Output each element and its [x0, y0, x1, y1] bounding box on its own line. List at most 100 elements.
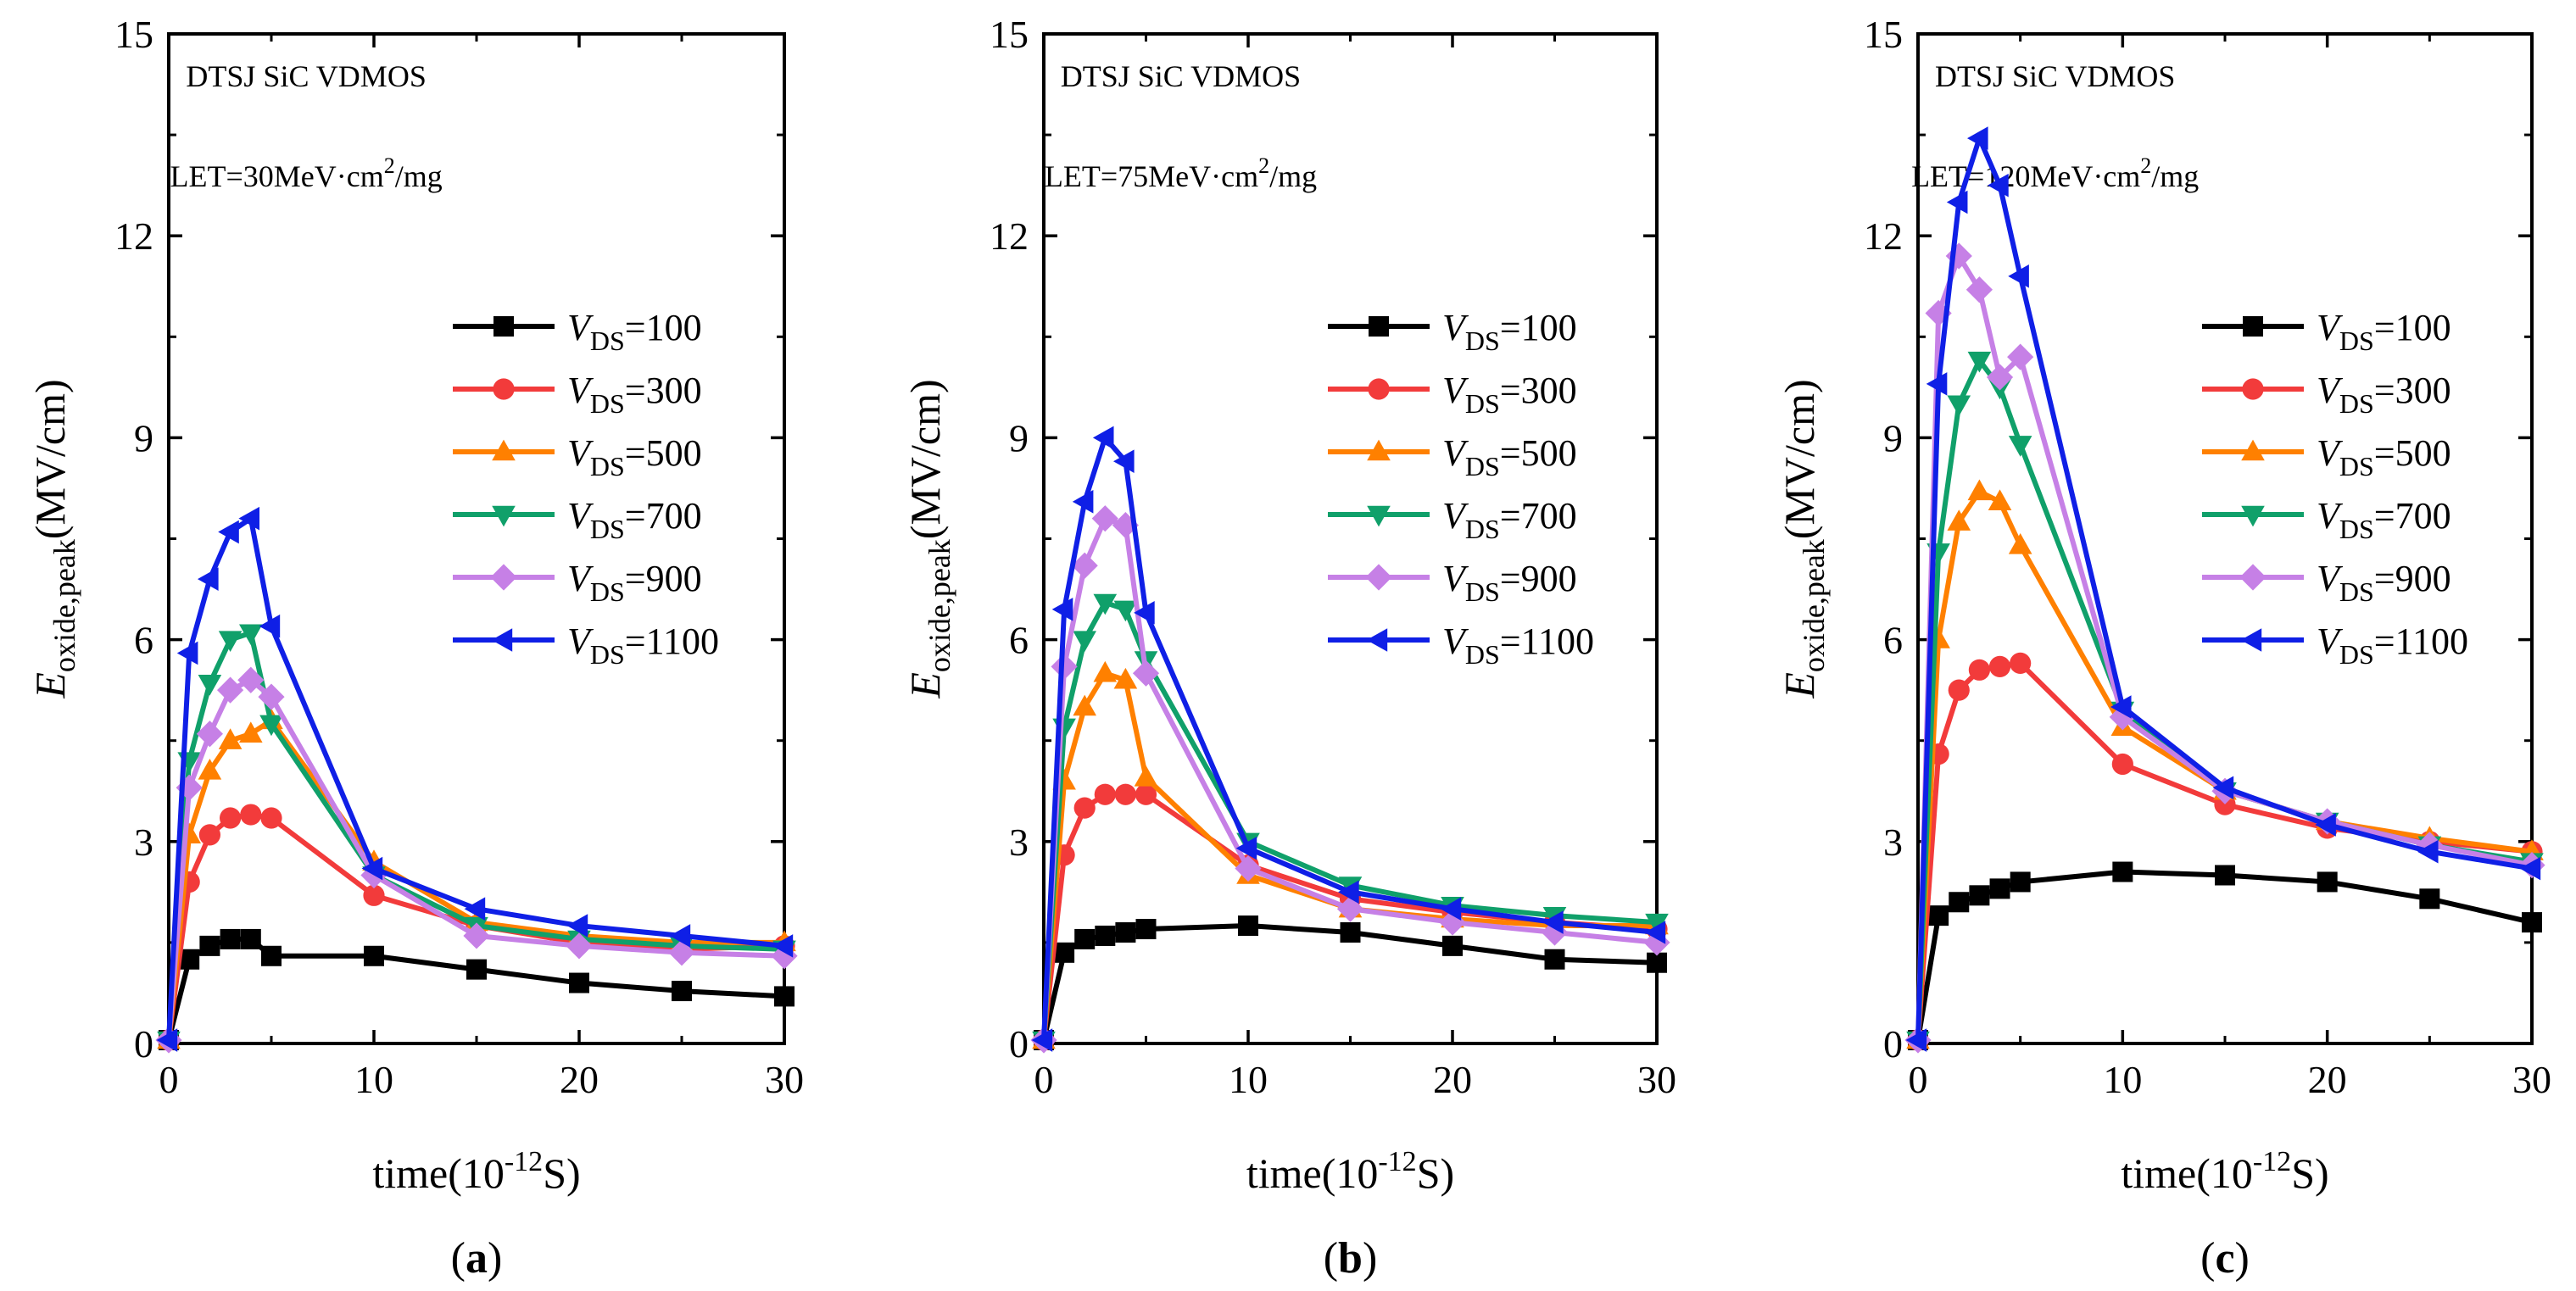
data-point-100: [2112, 861, 2133, 882]
legend-marker-300: [1368, 378, 1390, 400]
series-1100: [1031, 426, 1666, 1052]
legend-label-100: VDS=100: [2317, 307, 2451, 356]
x-tick-label: 10: [354, 1058, 393, 1101]
series-100: [1034, 915, 1667, 1051]
data-point-300: [2010, 652, 2032, 674]
data-point-700: [239, 624, 263, 646]
let-annotation-sup: 2: [1258, 153, 1269, 178]
panel-caption: (c): [2200, 1234, 2250, 1283]
data-point-1100: [218, 520, 239, 544]
let-annotation-sup: 2: [384, 153, 395, 178]
data-point-700: [1113, 600, 1138, 622]
legend-label-symbol: V: [2317, 432, 2344, 474]
series-1100: [156, 506, 794, 1052]
x-axis-label-sup: -12: [2253, 1146, 2291, 1177]
data-point-1100: [1031, 1028, 1053, 1052]
data-point-1100: [2519, 856, 2541, 881]
x-tick-label: 20: [1433, 1058, 1472, 1101]
data-point-100: [1074, 928, 1096, 949]
data-point-500: [1093, 660, 1118, 682]
data-point-1100: [1092, 426, 1114, 450]
let-annotation-text: LET=30MeV·cm: [170, 159, 384, 193]
data-point-100: [1969, 885, 1990, 906]
y-tick-label: 12: [990, 214, 1029, 258]
legend-marker-700: [492, 505, 516, 527]
legend-label-1100: VDS=1100: [2317, 620, 2468, 670]
y-tick-label: 0: [1009, 1022, 1029, 1066]
caption-letter: a: [466, 1234, 488, 1283]
legend-label-value: =1100: [1500, 620, 1594, 662]
data-point-700: [2008, 436, 2032, 457]
data-point-900: [2007, 343, 2034, 370]
data-point-1100: [2110, 695, 2132, 719]
data-point-100: [569, 972, 589, 993]
y-tick-label: 6: [134, 619, 153, 662]
legend-label-sub: DS: [1465, 326, 1500, 356]
data-point-700: [1947, 395, 1971, 417]
data-point-100: [466, 959, 487, 980]
legend-marker-500: [2241, 439, 2265, 461]
legend-marker-1100: [1366, 628, 1388, 652]
legend-label-symbol: V: [567, 432, 594, 474]
data-point-100: [1928, 905, 1949, 927]
legend-label-sub: DS: [2339, 639, 2374, 670]
y-tick-label: 3: [1883, 821, 1903, 864]
data-point-100: [2010, 871, 2031, 893]
legend-label-sub: DS: [590, 514, 625, 544]
data-point-500: [1967, 479, 1992, 501]
legend-label-value: =1100: [2374, 620, 2468, 662]
data-point-300: [260, 807, 282, 829]
legend-marker-700: [1367, 505, 1391, 527]
y-axis-label-unit: (MV/cm): [1776, 379, 1823, 539]
legend-label-symbol: V: [2317, 307, 2344, 348]
y-axis-label-sub: oxide,peak: [923, 539, 956, 672]
y-tick-label: 15: [990, 13, 1029, 56]
x-axis-label: time(10-12S): [2121, 1146, 2328, 1197]
caption-paren: ): [488, 1234, 502, 1283]
x-tick-label: 30: [1637, 1058, 1676, 1101]
legend-marker-900: [490, 564, 517, 591]
data-point-100: [2215, 865, 2235, 886]
data-point-100: [261, 945, 282, 966]
data-point-1100: [464, 897, 486, 921]
legend-label-sub: DS: [2339, 576, 2374, 607]
caption-letter: c: [2215, 1234, 2234, 1283]
data-point-300: [1094, 783, 1116, 805]
data-point-100: [2317, 871, 2338, 893]
legend-label-1100: VDS=1100: [567, 620, 719, 670]
data-point-1100: [156, 1028, 178, 1052]
legend-marker-900: [1365, 564, 1392, 591]
data-point-300: [220, 807, 242, 829]
x-axis-label-text: time(10: [2121, 1149, 2253, 1197]
data-point-700: [1073, 631, 1096, 652]
y-axis-label: Eoxide,peak(MV/cm): [1776, 379, 1831, 698]
data-point-700: [1967, 351, 1992, 373]
series-100: [1908, 861, 2542, 1051]
legend-label-value: =1100: [625, 620, 719, 662]
let-annotation: LET=75MeV·cm2/mg: [1045, 153, 1317, 193]
data-point-1100: [1988, 173, 2009, 198]
legend-label-900: VDS=900: [567, 558, 702, 607]
legend-label-symbol: V: [567, 307, 594, 348]
legend-label-sub: DS: [2339, 388, 2374, 419]
data-point-1100: [259, 614, 281, 638]
legend-label-value: =500: [1500, 432, 1577, 474]
data-point-1100: [566, 914, 588, 938]
x-tick-label: 0: [1909, 1058, 1928, 1101]
legend-label-700: VDS=700: [567, 495, 702, 544]
let-annotation: LET=120MeV·cm2/mg: [1911, 153, 2199, 193]
legend-label-100: VDS=100: [1442, 307, 1577, 356]
data-point-500: [1134, 765, 1158, 787]
x-tick-label: 30: [765, 1058, 804, 1101]
data-point-1100: [1905, 1028, 1927, 1052]
x-axis-label: time(10-12S): [1246, 1146, 1454, 1197]
legend-label-sub: DS: [2339, 451, 2374, 481]
data-point-700: [1645, 913, 1669, 935]
data-point-300: [1968, 659, 1990, 681]
legend-label-value: =700: [2374, 495, 2451, 537]
let-annotation-text: LET=75MeV·cm: [1045, 159, 1258, 193]
y-axis-label-symbol: E: [26, 672, 74, 699]
let-annotation-unit: /mg: [1269, 159, 1317, 193]
